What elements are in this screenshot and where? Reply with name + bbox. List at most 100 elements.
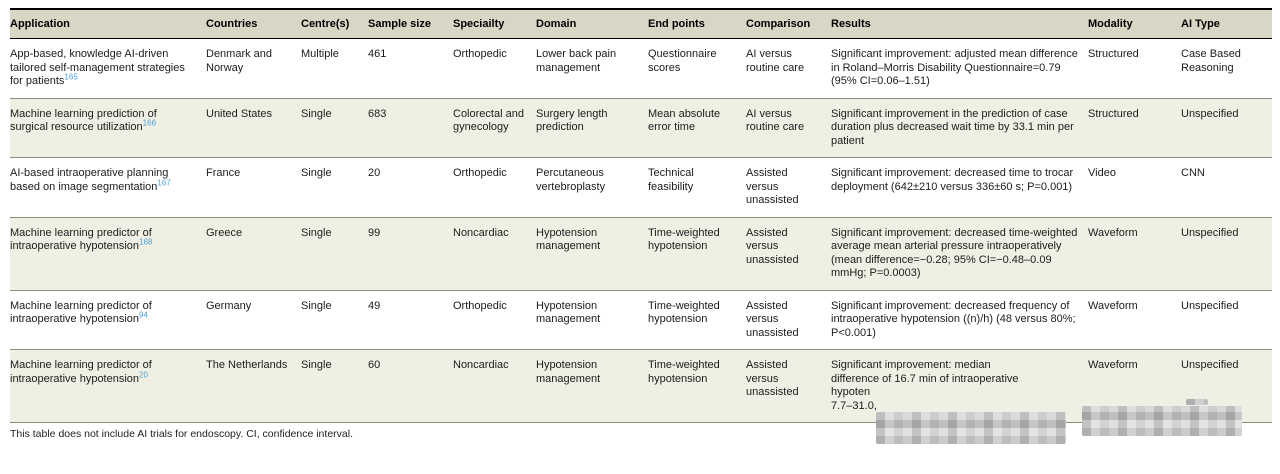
cell-specialty: Orthopedic: [453, 157, 536, 218]
cell-modality: Waveform: [1088, 217, 1181, 291]
cell-centres: Multiple: [301, 38, 368, 99]
column-header-centres: Centre(s): [301, 9, 368, 39]
cell-results: Significant improvement: median differen…: [831, 349, 1088, 423]
cell-domain: Percutaneous vertebroplasty: [536, 157, 648, 218]
cell-application: Machine learning predictor of intraopera…: [10, 217, 206, 291]
cell-specialty: Orthopedic: [453, 38, 536, 99]
cell-end-points: Time-weighted hypotension: [648, 217, 746, 291]
cell-results: Significant improvement in the predictio…: [831, 98, 1088, 158]
cell-results: Significant improvement: decreased frequ…: [831, 290, 1088, 350]
application-text: AI-based intraoperative planning based o…: [10, 167, 169, 193]
cell-domain: Hypotension management: [536, 349, 648, 423]
column-header-comparison: Comparison: [746, 9, 831, 39]
reference-link[interactable]: 94: [139, 310, 148, 320]
cell-modality: Waveform: [1088, 290, 1181, 350]
cell-application: App-based, knowledge AI-driven tailored …: [10, 38, 206, 99]
cell-centres: Single: [301, 349, 368, 423]
table-row: App-based, knowledge AI-driven tailored …: [10, 38, 1272, 99]
redaction-pixelation: [876, 412, 1066, 444]
cell-modality: Structured: [1088, 98, 1181, 158]
cell-centres: Single: [301, 217, 368, 291]
cell-sample-size: 99: [368, 217, 453, 291]
cell-ai-type: Case Based Reasoning: [1181, 38, 1272, 99]
cell-centres: Single: [301, 98, 368, 158]
cell-domain: Surgery length prediction: [536, 98, 648, 158]
cell-sample-size: 60: [368, 349, 453, 423]
cell-countries: France: [206, 157, 301, 218]
cell-centres: Single: [301, 290, 368, 350]
cell-sample-size: 49: [368, 290, 453, 350]
cell-sample-size: 461: [368, 38, 453, 99]
cell-ai-type: Unspecified: [1181, 217, 1272, 291]
table-row: Machine learning predictor of intraopera…: [10, 349, 1272, 423]
table-row: Machine learning predictor of intraopera…: [10, 290, 1272, 350]
cell-comparison: Assisted versus unassisted: [746, 157, 831, 218]
cell-countries: United States: [206, 98, 301, 158]
cell-specialty: Noncardiac: [453, 217, 536, 291]
column-header-countries: Countries: [206, 9, 301, 39]
cell-ai-type: CNN: [1181, 157, 1272, 218]
application-text: Machine learning predictor of intraopera…: [10, 226, 152, 253]
cell-modality: Video: [1088, 157, 1181, 218]
cell-end-points: Mean absolute error time: [648, 98, 746, 158]
table-footnote: This table does not include AI trials fo…: [10, 428, 353, 440]
column-header-ai-type: AI Type: [1181, 9, 1272, 39]
table-header: Application Countries Centre(s) Sample s…: [10, 9, 1272, 39]
ai-surgery-trials-table: Application Countries Centre(s) Sample s…: [10, 8, 1272, 423]
application-text: Machine learning predictor of intraopera…: [10, 299, 152, 326]
cell-comparison: AI versus routine care: [746, 38, 831, 99]
column-header-application: Application: [10, 9, 206, 39]
cell-countries: Greece: [206, 217, 301, 291]
cell-specialty: Orthopedic: [453, 290, 536, 350]
column-header-sample-size: Sample size: [368, 9, 453, 39]
header-row: Application Countries Centre(s) Sample s…: [10, 9, 1272, 39]
cell-ai-type: Unspecified: [1181, 98, 1272, 158]
cell-comparison: Assisted versus unassisted: [746, 290, 831, 350]
cell-application: AI-based intraoperative planning based o…: [10, 157, 206, 218]
column-header-domain: Domain: [536, 9, 648, 39]
cell-end-points: Time-weighted hypotension: [648, 349, 746, 423]
table-body: App-based, knowledge AI-driven tailored …: [10, 38, 1272, 423]
reference-link[interactable]: 167: [157, 177, 171, 187]
reference-link[interactable]: 165: [64, 72, 78, 82]
cell-comparison: Assisted versus unassisted: [746, 217, 831, 291]
cell-domain: Hypotension management: [536, 290, 648, 350]
redaction-pixelation: [1082, 406, 1242, 436]
cell-countries: Denmark and Norway: [206, 38, 301, 99]
application-text: App-based, knowledge AI-driven tailored …: [10, 48, 185, 87]
cell-sample-size: 20: [368, 157, 453, 218]
cell-end-points: Time-weighted hypotension: [648, 290, 746, 350]
cell-results: Significant improvement: decreased time …: [831, 157, 1088, 218]
cell-countries: The Netherlands: [206, 349, 301, 423]
cell-specialty: Noncardiac: [453, 349, 536, 423]
column-header-specialty: Speciailty: [453, 9, 536, 39]
cell-domain: Hypotension management: [536, 217, 648, 291]
cell-comparison: Assisted versus unassisted: [746, 349, 831, 423]
cell-application: Machine learning predictor of intraopera…: [10, 349, 206, 423]
cell-domain: Lower back pain management: [536, 38, 648, 99]
column-header-results: Results: [831, 9, 1088, 39]
reference-link[interactable]: 166: [142, 118, 157, 128]
cell-end-points: Questionnaire scores: [648, 38, 746, 99]
table-row: Machine learning prediction of surgical …: [10, 98, 1272, 158]
table-row: Machine learning predictor of intraopera…: [10, 217, 1272, 291]
reference-link[interactable]: 168: [139, 237, 153, 247]
cell-modality: Structured: [1088, 38, 1181, 99]
cell-specialty: Colorectal and gynecology: [453, 98, 536, 158]
application-text: Machine learning predictor of intraopera…: [10, 359, 152, 385]
cell-results: Significant improvement: adjusted mean d…: [831, 38, 1088, 99]
cell-application: Machine learning prediction of surgical …: [10, 98, 206, 158]
cell-application: Machine learning predictor of intraopera…: [10, 290, 206, 350]
reference-link[interactable]: 20: [139, 369, 148, 379]
column-header-modality: Modality: [1088, 9, 1181, 39]
cell-centres: Single: [301, 157, 368, 218]
cell-sample-size: 683: [368, 98, 453, 158]
cell-end-points: Technical feasibility: [648, 157, 746, 218]
cell-countries: Germany: [206, 290, 301, 350]
cell-ai-type: Unspecified: [1181, 290, 1272, 350]
cell-results: Significant improvement: decreased time-…: [831, 217, 1088, 291]
table-row: AI-based intraoperative planning based o…: [10, 157, 1272, 218]
cell-comparison: AI versus routine care: [746, 98, 831, 158]
column-header-end-points: End points: [648, 9, 746, 39]
